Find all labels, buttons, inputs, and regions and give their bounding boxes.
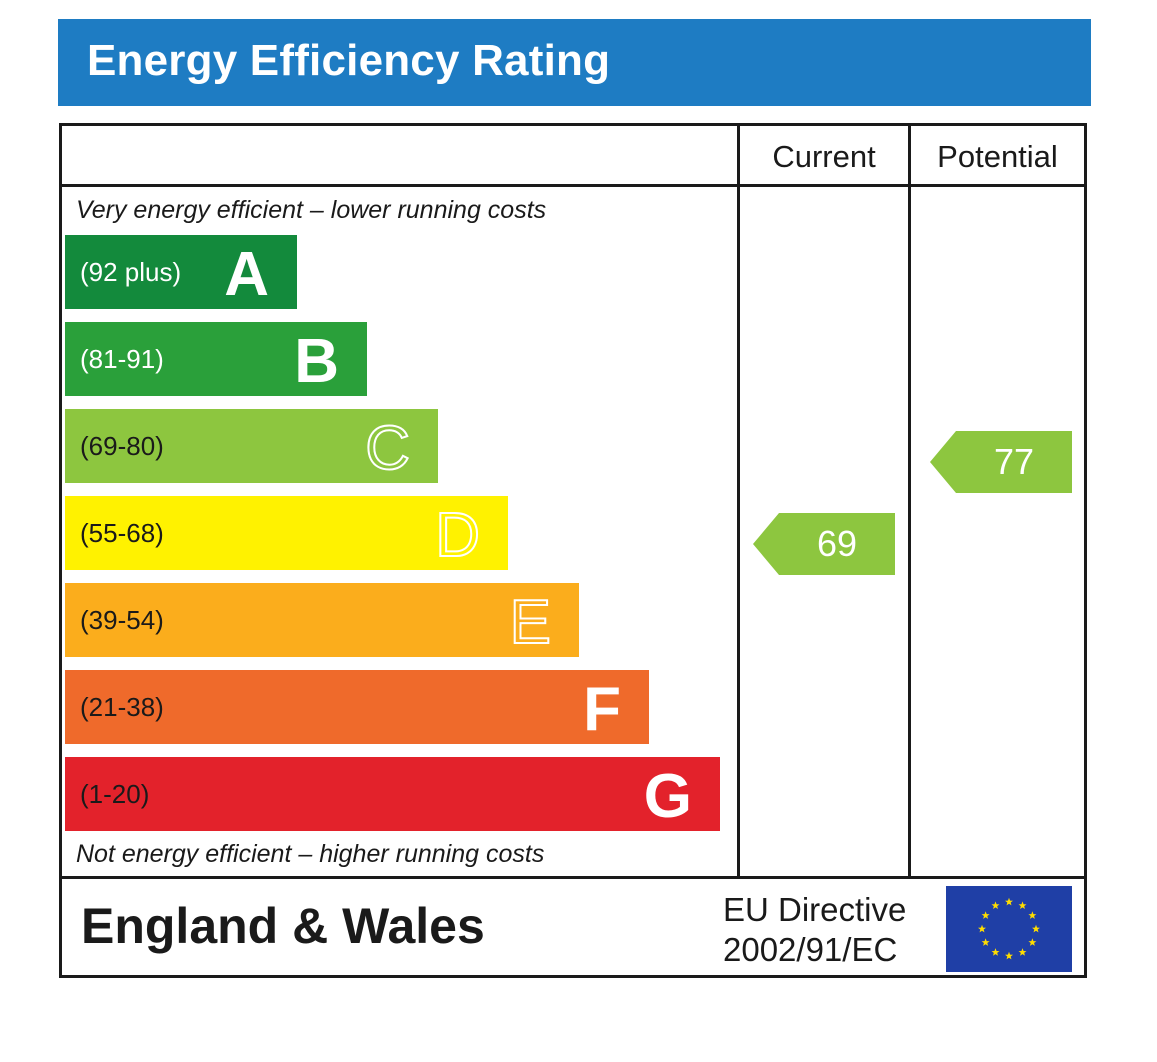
band-range-label: (21-38) — [80, 692, 164, 722]
band-letter: F — [583, 675, 621, 744]
band-range-label: (1-20) — [80, 779, 150, 809]
eu-flag-icon — [946, 886, 1072, 972]
band-letter: C — [364, 413, 411, 484]
column-divider-current — [737, 126, 740, 879]
column-header-potential: Potential — [937, 139, 1058, 174]
potential-rating-arrow-value: 77 — [993, 441, 1035, 482]
band-range-label: (92 plus) — [80, 257, 182, 287]
header-bar: Energy Efficiency Rating — [58, 19, 1091, 106]
band-f: (21-38) F — [65, 670, 649, 744]
eu-star-icon — [1028, 911, 1037, 919]
band-b: (81-91) B — [65, 322, 367, 396]
bottom-note: Not energy efficient – higher running co… — [76, 840, 545, 868]
band-letter: A — [224, 240, 269, 309]
directive-line-1: EU Directive — [723, 891, 907, 928]
eu-star-icon — [981, 938, 990, 946]
band-range-label: (69-80) — [80, 431, 164, 461]
band-letter: B — [294, 327, 339, 396]
band-range-label: (81-91) — [80, 344, 164, 374]
band-letter: D — [434, 500, 481, 571]
footer-divider — [62, 876, 1084, 879]
potential-rating-arrow: 77 — [930, 431, 1072, 493]
current-rating-arrow-value: 69 — [816, 523, 858, 564]
eu-star-icon — [1018, 901, 1027, 910]
band-d: (55-68) D — [65, 496, 508, 571]
band-range-label: (55-68) — [80, 518, 164, 548]
eu-star-icon — [1032, 924, 1040, 933]
column-divider-potential — [908, 126, 911, 879]
page-title: Energy Efficiency Rating — [87, 36, 611, 85]
band-range-label: (39-54) — [80, 605, 164, 635]
potential-rating-arrow-shape — [930, 431, 1072, 493]
eu-star-icon — [1028, 938, 1037, 946]
band-c: (69-80) C — [65, 409, 438, 484]
header-row-divider — [62, 184, 1084, 187]
eu-star-icon — [1005, 951, 1013, 960]
current-rating-arrow: 69 — [753, 513, 895, 575]
directive-line-2: 2002/91/EC — [723, 931, 898, 968]
band-g: (1-20) G — [65, 757, 720, 831]
eu-star-icon — [978, 924, 986, 933]
band-letter: E — [509, 587, 552, 658]
eu-star-icon — [1018, 948, 1027, 956]
band-e: (39-54) E — [65, 583, 579, 658]
eu-star-icon — [1005, 897, 1013, 906]
band-letter: G — [643, 762, 692, 831]
top-note: Very energy efficient – lower running co… — [76, 196, 547, 224]
eu-star-icon — [991, 948, 1000, 956]
rating-table: Current Potential Very energy efficient … — [59, 123, 1087, 978]
eu-star-icon — [981, 911, 990, 919]
eu-star-icon — [991, 901, 1000, 910]
region-title: England & Wales — [81, 898, 485, 954]
current-rating-arrow-shape — [753, 513, 895, 575]
column-header-current: Current — [772, 139, 876, 174]
band-a: (92 plus) A — [65, 235, 297, 309]
